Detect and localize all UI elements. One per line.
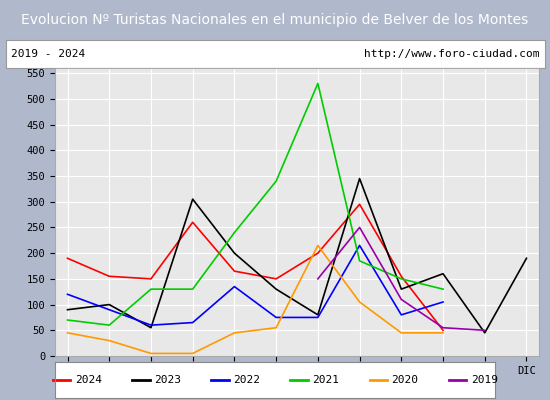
Text: http://www.foro-ciudad.com: http://www.foro-ciudad.com [364, 49, 539, 59]
Text: 2021: 2021 [312, 375, 339, 385]
Text: Evolucion Nº Turistas Nacionales en el municipio de Belver de los Montes: Evolucion Nº Turistas Nacionales en el m… [21, 13, 529, 27]
Text: 2022: 2022 [233, 375, 260, 385]
Text: 2024: 2024 [75, 375, 102, 385]
Text: 2020: 2020 [392, 375, 419, 385]
Text: 2023: 2023 [154, 375, 181, 385]
Text: 2019 - 2024: 2019 - 2024 [11, 49, 85, 59]
Text: 2019: 2019 [471, 375, 498, 385]
